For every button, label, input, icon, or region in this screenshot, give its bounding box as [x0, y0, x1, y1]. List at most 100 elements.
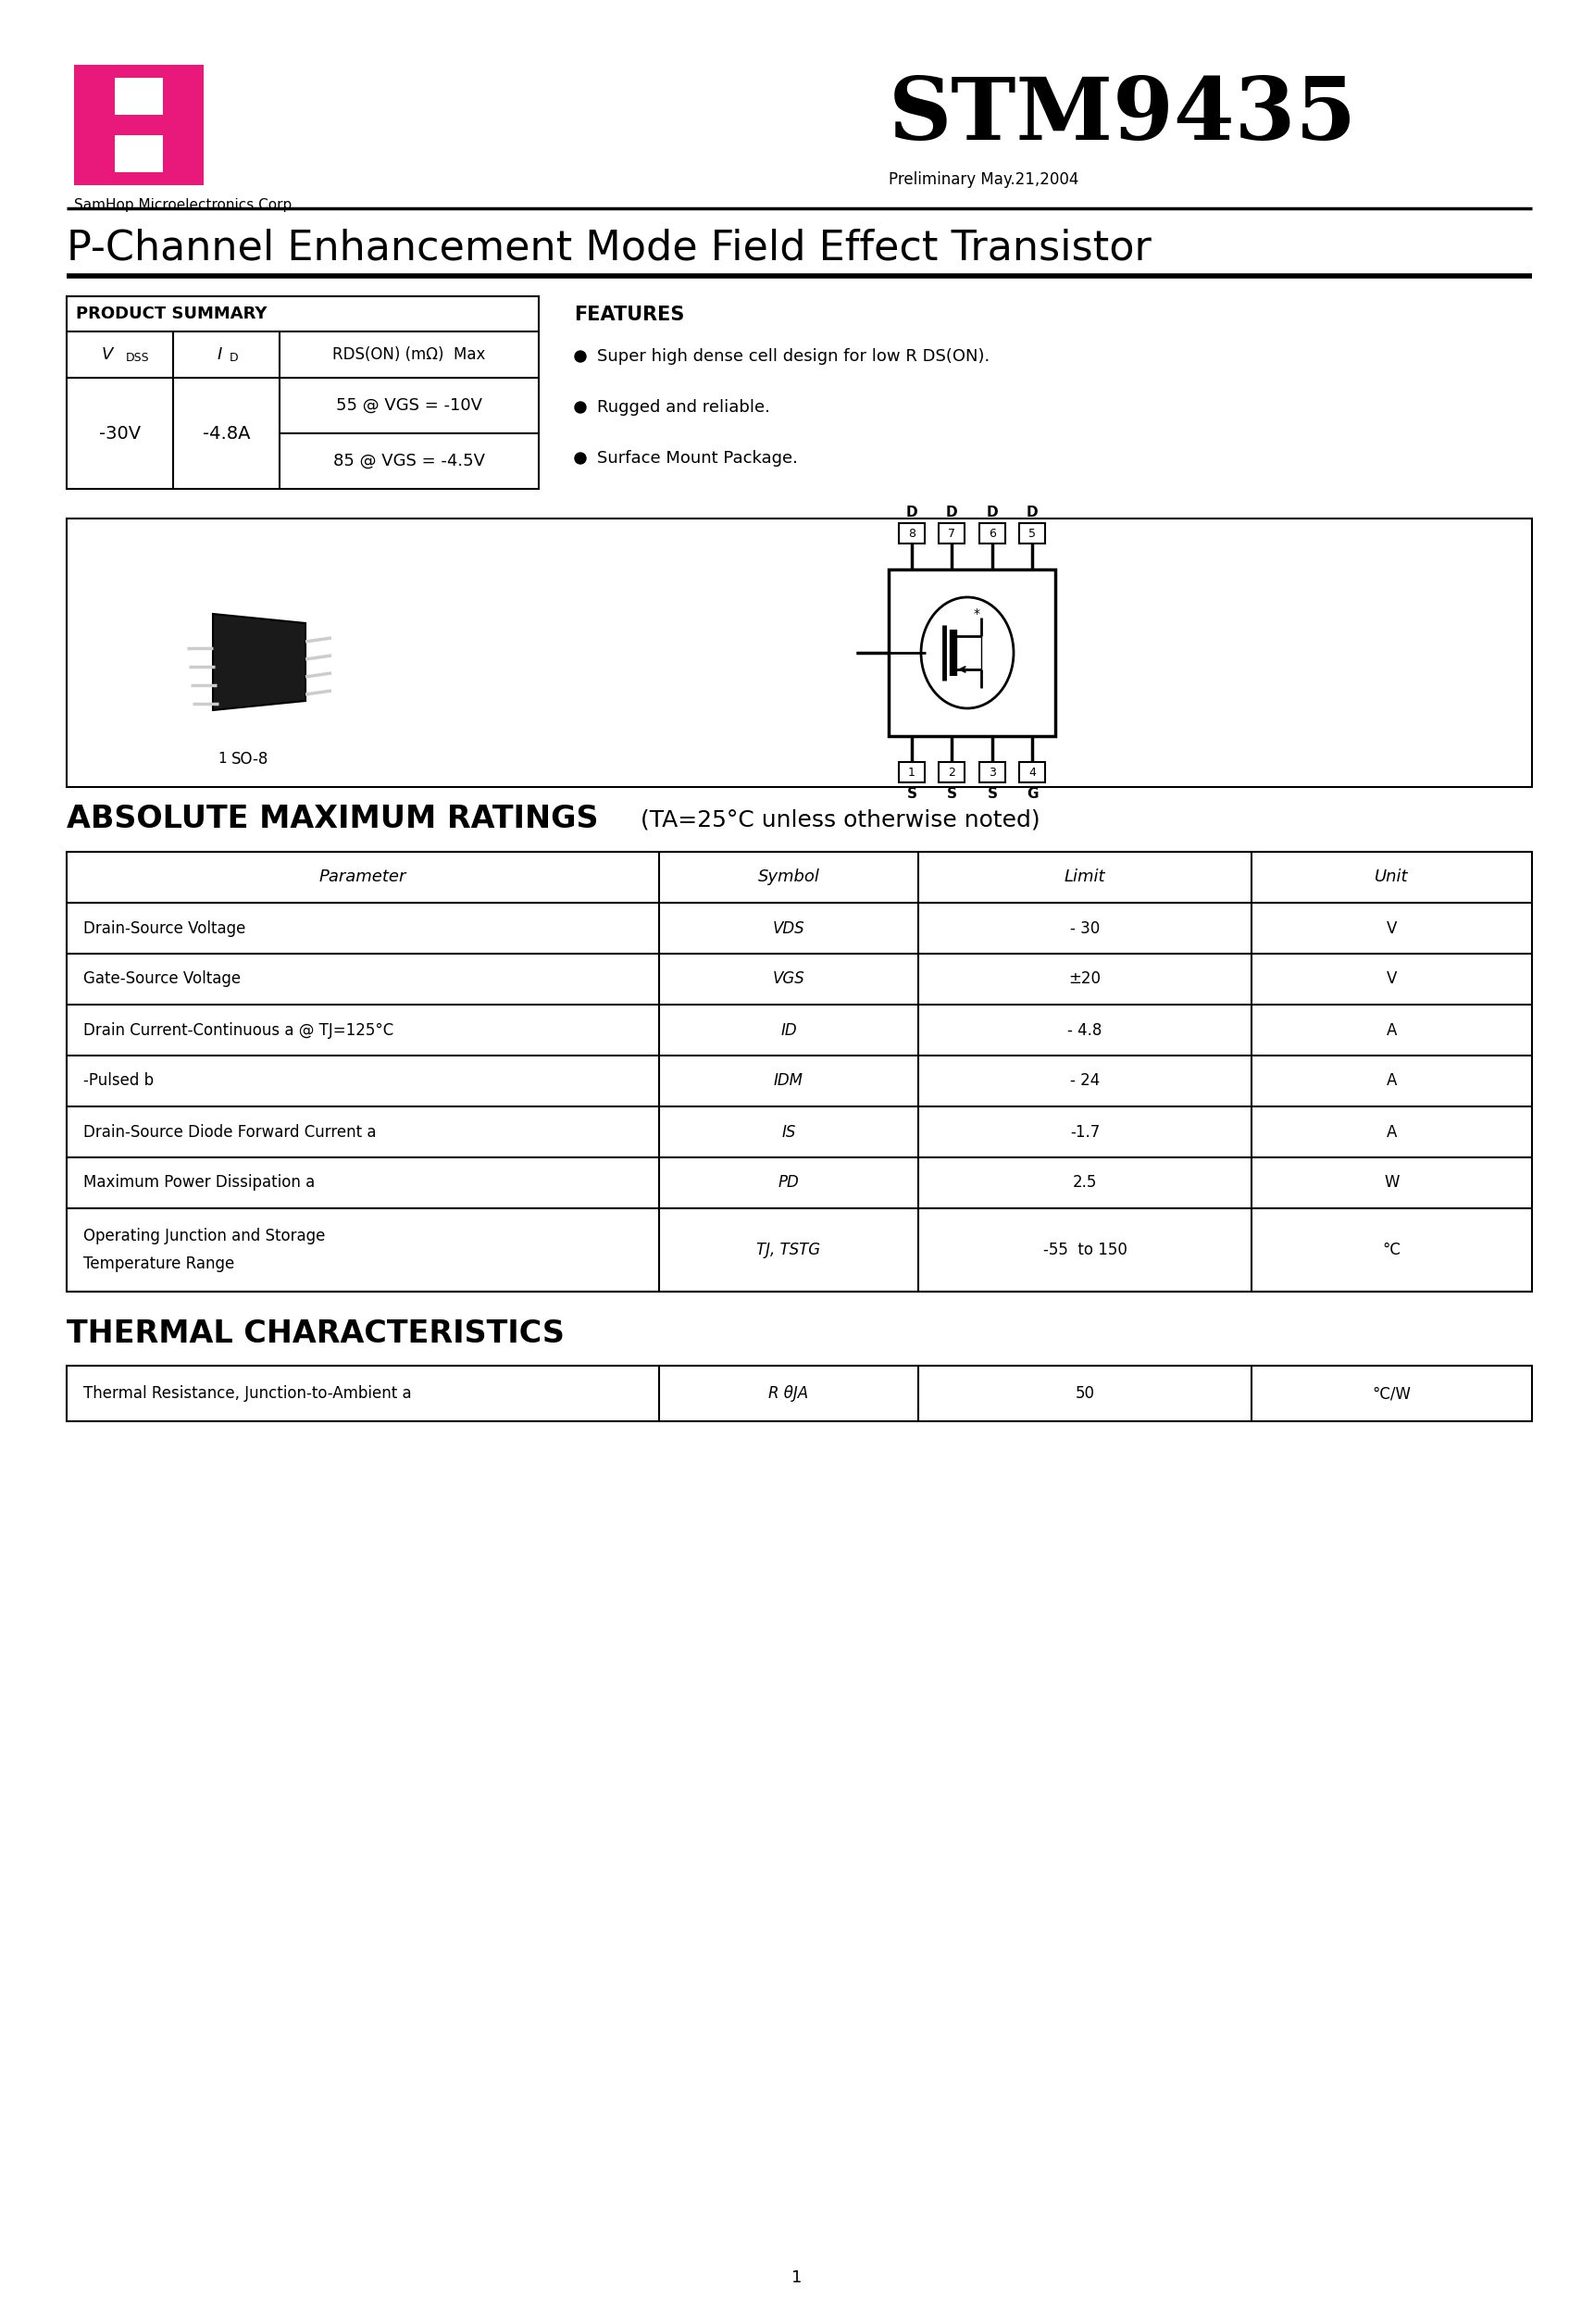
- Text: IS: IS: [781, 1122, 795, 1141]
- Text: 5: 5: [1028, 528, 1036, 539]
- Text: Temperature Range: Temperature Range: [83, 1255, 234, 1274]
- Bar: [67, 295, 539, 488]
- Text: Unit: Unit: [1376, 869, 1409, 885]
- Text: °C/W: °C/W: [1372, 1385, 1411, 1401]
- Text: PD: PD: [778, 1174, 799, 1192]
- Text: S: S: [907, 786, 917, 799]
- Text: Parameter: Parameter: [319, 869, 406, 885]
- Text: D: D: [230, 353, 238, 365]
- Bar: [899, 762, 925, 783]
- Text: FEATURES: FEATURES: [574, 304, 684, 323]
- Text: Thermal Resistance, Junction-to-Ambient a: Thermal Resistance, Junction-to-Ambient …: [83, 1385, 411, 1401]
- Text: 2.5: 2.5: [1073, 1174, 1097, 1192]
- Bar: [979, 523, 1006, 544]
- Text: R θJA: R θJA: [768, 1385, 808, 1401]
- Bar: [88, 77, 191, 172]
- Bar: [67, 1367, 1532, 1422]
- Text: -4.8A: -4.8A: [202, 425, 250, 442]
- Circle shape: [575, 453, 587, 465]
- Bar: [1019, 762, 1046, 783]
- Text: I: I: [217, 346, 222, 363]
- Text: -1.7: -1.7: [1070, 1122, 1100, 1141]
- Text: P-Channel Enhancement Mode Field Effect Transistor: P-Channel Enhancement Mode Field Effect …: [67, 228, 1151, 267]
- Text: ID: ID: [781, 1023, 797, 1039]
- Bar: [1019, 523, 1046, 544]
- Text: ABSOLUTE MAXIMUM RATINGS: ABSOLUTE MAXIMUM RATINGS: [67, 804, 598, 834]
- Text: - 24: - 24: [1070, 1074, 1100, 1090]
- Text: Symbol: Symbol: [757, 869, 819, 885]
- Text: STM9435: STM9435: [888, 74, 1356, 158]
- Text: (TA=25°C unless otherwise noted): (TA=25°C unless otherwise noted): [641, 809, 1041, 830]
- Text: D: D: [1027, 504, 1038, 518]
- Text: Surface Mount Package.: Surface Mount Package.: [598, 451, 799, 467]
- Text: V: V: [1387, 971, 1396, 988]
- Bar: [163, 77, 191, 172]
- Bar: [73, 65, 204, 186]
- Text: 55 @ VGS = -10V: 55 @ VGS = -10V: [336, 397, 483, 414]
- Text: 1: 1: [218, 753, 226, 767]
- Text: - 30: - 30: [1070, 920, 1100, 937]
- Text: 8: 8: [909, 528, 915, 539]
- Bar: [88, 114, 191, 135]
- Text: 1: 1: [792, 2268, 802, 2287]
- Bar: [899, 523, 925, 544]
- Text: D: D: [905, 504, 918, 518]
- Text: THERMAL CHARACTERISTICS: THERMAL CHARACTERISTICS: [67, 1318, 564, 1348]
- Text: Limit: Limit: [1065, 869, 1106, 885]
- Bar: [88, 77, 115, 172]
- Text: 1: 1: [909, 767, 915, 779]
- Bar: [888, 569, 1055, 737]
- Bar: [67, 518, 1532, 788]
- Text: VDS: VDS: [773, 920, 805, 937]
- Text: 6: 6: [988, 528, 996, 539]
- Text: SO-8: SO-8: [231, 751, 269, 767]
- Text: 4: 4: [1028, 767, 1036, 779]
- Text: DSS: DSS: [126, 353, 150, 365]
- Bar: [939, 523, 964, 544]
- Text: ±20: ±20: [1068, 971, 1101, 988]
- Text: D: D: [987, 504, 998, 518]
- Text: °C: °C: [1382, 1241, 1401, 1257]
- Text: Preliminary May.21,2004: Preliminary May.21,2004: [888, 172, 1079, 188]
- Text: IDM: IDM: [773, 1074, 803, 1090]
- Text: 50: 50: [1076, 1385, 1095, 1401]
- Text: RDS(ON) (mΩ)  Max: RDS(ON) (mΩ) Max: [333, 346, 486, 363]
- Text: W: W: [1384, 1174, 1400, 1192]
- Polygon shape: [214, 614, 306, 711]
- Text: VGS: VGS: [773, 971, 805, 988]
- Text: Super high dense cell design for low R DS(ON).: Super high dense cell design for low R D…: [598, 349, 990, 365]
- Ellipse shape: [921, 597, 1014, 709]
- Text: Maximum Power Dissipation a: Maximum Power Dissipation a: [83, 1174, 316, 1192]
- Text: D: D: [945, 504, 958, 518]
- Text: SamHop Microelectronics Corp.: SamHop Microelectronics Corp.: [73, 198, 296, 211]
- Circle shape: [575, 351, 587, 363]
- Text: G: G: [1027, 786, 1038, 799]
- Text: V: V: [1387, 920, 1396, 937]
- Text: 7: 7: [948, 528, 955, 539]
- Text: -30V: -30V: [99, 425, 140, 442]
- Text: Drain-Source Diode Forward Current a: Drain-Source Diode Forward Current a: [83, 1122, 376, 1141]
- Text: 85 @ VGS = -4.5V: 85 @ VGS = -4.5V: [333, 453, 485, 469]
- Circle shape: [575, 402, 587, 414]
- Text: 3: 3: [988, 767, 996, 779]
- Text: S: S: [947, 786, 956, 799]
- Text: Drain Current-Continuous a @ TJ=125°C: Drain Current-Continuous a @ TJ=125°C: [83, 1023, 394, 1039]
- Text: A: A: [1387, 1122, 1396, 1141]
- Text: 2: 2: [948, 767, 955, 779]
- Text: PRODUCT SUMMARY: PRODUCT SUMMARY: [77, 304, 268, 323]
- Text: *: *: [974, 607, 980, 621]
- Text: A: A: [1387, 1023, 1396, 1039]
- Text: Rugged and reliable.: Rugged and reliable.: [598, 400, 770, 416]
- Text: Operating Junction and Storage: Operating Junction and Storage: [83, 1227, 325, 1243]
- Text: A: A: [1387, 1074, 1396, 1090]
- Bar: [979, 762, 1006, 783]
- Text: -Pulsed b: -Pulsed b: [83, 1074, 153, 1090]
- Text: - 4.8: - 4.8: [1068, 1023, 1101, 1039]
- Text: Drain-Source Voltage: Drain-Source Voltage: [83, 920, 245, 937]
- Text: -55  to 150: -55 to 150: [1042, 1241, 1127, 1257]
- Bar: [67, 853, 1532, 1292]
- Text: TJ, TSTG: TJ, TSTG: [757, 1241, 821, 1257]
- Text: Gate-Source Voltage: Gate-Source Voltage: [83, 971, 241, 988]
- Text: V: V: [100, 346, 113, 363]
- Bar: [939, 762, 964, 783]
